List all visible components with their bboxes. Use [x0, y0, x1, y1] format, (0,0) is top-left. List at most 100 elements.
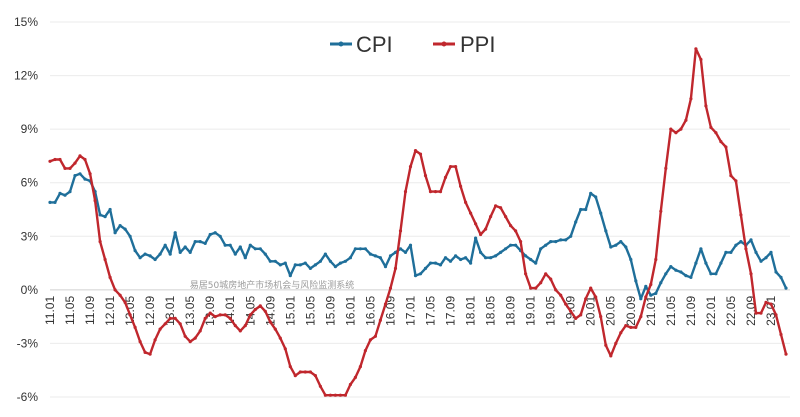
- cpi-point: [734, 243, 738, 247]
- ppi-series-line: [49, 47, 788, 397]
- ppi-point: [218, 313, 222, 317]
- ppi-point: [489, 215, 493, 219]
- cpi-point: [589, 191, 593, 195]
- cpi-point: [759, 259, 763, 263]
- cpi-point: [338, 261, 342, 265]
- x-tick-label: 14.09: [263, 296, 277, 326]
- cpi-point: [464, 256, 468, 260]
- cpi-point: [318, 259, 322, 263]
- cpi-point: [278, 263, 282, 267]
- cpi-point: [609, 245, 613, 249]
- ppi-point: [113, 288, 117, 292]
- cpi-point: [273, 259, 277, 263]
- cpi-point: [413, 274, 418, 278]
- cpi-point: [719, 261, 723, 265]
- cpi-point: [474, 236, 478, 240]
- cpi-point: [388, 254, 393, 258]
- cpi-point: [479, 250, 483, 254]
- ppi-point: [739, 213, 743, 217]
- cpi-point: [694, 261, 698, 265]
- x-axis-tick-labels: 11.01 11.05 11.09 12.01 12.05 12.09 13.01 13.05…: [43, 296, 778, 326]
- cpi-point: [298, 263, 302, 267]
- cpi-point: [689, 275, 693, 279]
- ppi-point: [459, 184, 463, 188]
- x-tick-label: 12.01: [103, 296, 117, 326]
- cpi-point: [724, 250, 728, 254]
- ppi-point: [343, 393, 347, 397]
- cpi-point: [729, 250, 733, 254]
- ppi-point: [313, 374, 317, 378]
- cpi-point: [133, 249, 137, 253]
- ppi-point: [68, 166, 72, 170]
- y-tick-label: 0%: [21, 283, 39, 297]
- ppi-point: [183, 334, 187, 338]
- ppi-point: [423, 174, 428, 178]
- cpi-point: [423, 266, 428, 270]
- ppi-point: [448, 165, 453, 169]
- ppi-point: [784, 352, 788, 356]
- ppi-point: [198, 329, 202, 333]
- x-tick-label: 22.01: [704, 296, 718, 326]
- ppi-point: [524, 272, 528, 276]
- ppi-point: [83, 157, 87, 162]
- ppi-point: [534, 286, 538, 290]
- ppi-point: [203, 316, 207, 320]
- cpi-point: [438, 263, 443, 267]
- ppi-point: [48, 159, 52, 163]
- cpi-point: [619, 240, 623, 244]
- cpi-point: [243, 256, 247, 260]
- cpi-point: [584, 207, 588, 212]
- ppi-point: [559, 293, 563, 297]
- ppi-point: [669, 127, 673, 131]
- ppi-point: [138, 340, 142, 344]
- ppi-point: [293, 374, 297, 378]
- cpi-point: [248, 243, 252, 247]
- ppi-point: [674, 131, 678, 135]
- cpi-point: [108, 207, 112, 212]
- ppi-point: [694, 47, 698, 51]
- cpi-point: [644, 284, 648, 288]
- ppi-point: [469, 211, 473, 215]
- cpi-point: [328, 259, 332, 263]
- ppi-point: [504, 215, 508, 219]
- cpi-point: [223, 243, 227, 247]
- cpi-point: [148, 254, 152, 258]
- y-tick-label: 12%: [14, 69, 38, 83]
- series-lines: [48, 47, 788, 397]
- cpi-point: [699, 247, 703, 251]
- ppi-point: [549, 277, 553, 281]
- ppi-point: [88, 172, 92, 176]
- ppi-point: [98, 240, 102, 244]
- ppi-point: [283, 347, 287, 351]
- ppi-point: [53, 157, 57, 162]
- ppi-point: [213, 315, 217, 319]
- ppi-point: [383, 302, 388, 306]
- cpi-point: [343, 259, 347, 263]
- x-tick-label: 20.05: [604, 296, 618, 326]
- ppi-point: [173, 316, 177, 320]
- ppi-point: [308, 370, 312, 374]
- ppi-point: [353, 375, 357, 379]
- ppi-point: [368, 338, 372, 342]
- x-tick-label: 17.09: [444, 296, 458, 326]
- cpi-point: [554, 240, 558, 244]
- ppi-point: [398, 229, 403, 233]
- x-tick-label: 21.01: [644, 296, 658, 326]
- cpi-point: [574, 220, 578, 224]
- ppi-point: [539, 281, 543, 285]
- x-tick-label: 20.01: [584, 296, 598, 326]
- ppi-point: [418, 152, 423, 156]
- x-tick-label: 21.09: [684, 296, 698, 326]
- ppi-point: [153, 338, 157, 342]
- cpi-point: [303, 261, 307, 265]
- x-tick-label: 12.05: [123, 296, 137, 326]
- cpi-point: [363, 247, 367, 251]
- ppi-point: [403, 190, 408, 194]
- cpi-point: [469, 261, 473, 265]
- ppi-point: [243, 324, 247, 328]
- ppi-point: [303, 370, 307, 374]
- cpi-point: [624, 245, 628, 249]
- cpi-point: [398, 247, 403, 251]
- ppi-point: [333, 393, 337, 397]
- x-tick-label: 18.09: [504, 296, 518, 326]
